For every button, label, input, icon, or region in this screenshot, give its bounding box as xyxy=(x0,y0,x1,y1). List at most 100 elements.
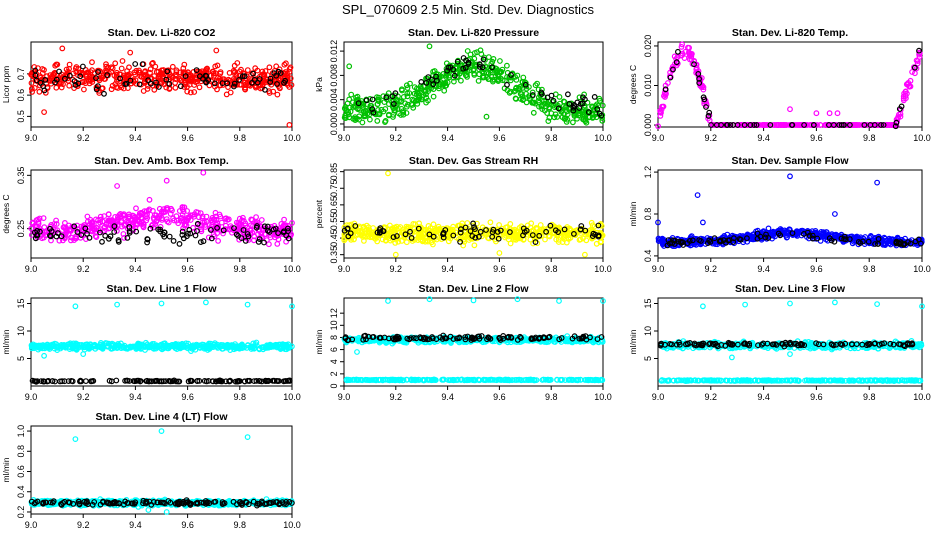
data-point xyxy=(813,110,820,117)
y-axis-label: ml/min xyxy=(1,329,11,354)
x-tick-label: 10.0 xyxy=(594,264,612,274)
data-point xyxy=(426,43,433,50)
data-point xyxy=(464,48,471,54)
chart-title: Stan. Dev. Gas Stream RH xyxy=(409,155,538,167)
x-tick-label: 9.0 xyxy=(338,133,351,143)
data-point xyxy=(76,70,83,77)
x-tick-label: 9.8 xyxy=(545,392,558,402)
data-point xyxy=(108,86,115,93)
data-point xyxy=(832,211,838,217)
x-tick-label: 9.6 xyxy=(493,264,506,274)
data-point xyxy=(102,232,109,239)
data-point xyxy=(834,110,841,117)
data-point xyxy=(149,60,156,66)
series-2 xyxy=(32,61,289,97)
data-point xyxy=(172,79,179,86)
data-point xyxy=(173,72,180,79)
data-point xyxy=(219,80,226,86)
y-tick-label: 0.65 xyxy=(329,196,339,214)
y-tick-label: 5 xyxy=(16,356,26,361)
data-point xyxy=(96,75,102,82)
data-point xyxy=(274,81,280,87)
x-tick-label: 10.0 xyxy=(913,264,931,274)
data-point xyxy=(277,85,283,92)
x-tick-label: 10.0 xyxy=(913,133,931,143)
y-tick-label: 0.004 xyxy=(329,88,339,111)
data-point xyxy=(93,75,99,81)
data-point xyxy=(241,73,248,80)
x-tick-label: 9.0 xyxy=(25,392,38,402)
x-tick-label: 10.0 xyxy=(283,264,301,274)
data-point xyxy=(430,93,437,100)
data-point xyxy=(127,49,134,56)
data-point xyxy=(196,73,203,80)
series-1 xyxy=(341,47,606,126)
data-point xyxy=(441,87,448,94)
y-tick-label: 0.000 xyxy=(643,114,653,137)
data-point xyxy=(155,84,162,90)
data-point xyxy=(530,109,537,116)
data-point xyxy=(267,75,274,82)
data-point xyxy=(93,86,100,93)
x-tick-label: 9.6 xyxy=(493,133,506,143)
x-tick-label: 10.0 xyxy=(594,133,612,143)
data-point xyxy=(119,58,126,64)
x-tick-label: 9.2 xyxy=(390,264,403,274)
data-point xyxy=(118,84,125,91)
data-point xyxy=(172,84,179,91)
x-tick-label: 9.6 xyxy=(181,264,194,274)
data-point xyxy=(89,59,95,66)
x-tick-label: 9.0 xyxy=(338,392,351,402)
y-tick-label: 12 xyxy=(329,308,339,318)
x-tick-label: 9.8 xyxy=(863,133,876,143)
data-point xyxy=(570,119,576,126)
data-point xyxy=(122,81,129,87)
data-point xyxy=(523,99,530,106)
data-point xyxy=(158,300,165,307)
data-point xyxy=(826,110,833,117)
data-point xyxy=(182,73,189,79)
y-tick-label: 2 xyxy=(329,371,339,376)
x-tick-label: 9.0 xyxy=(652,264,665,274)
data-point xyxy=(136,81,143,88)
data-point xyxy=(163,76,170,83)
data-point xyxy=(147,69,153,76)
data-point xyxy=(407,80,413,87)
data-point xyxy=(282,77,289,84)
data-point xyxy=(186,81,193,88)
data-point xyxy=(507,220,514,227)
data-point xyxy=(145,77,152,84)
data-point xyxy=(544,110,550,116)
data-point xyxy=(98,75,105,81)
data-point xyxy=(582,251,588,258)
data-point xyxy=(244,301,251,308)
x-tick-label: 9.2 xyxy=(705,264,718,274)
x-tick-label: 9.6 xyxy=(493,392,506,402)
data-point xyxy=(62,75,68,82)
x-tick-label: 9.6 xyxy=(181,392,194,402)
data-point xyxy=(274,91,281,98)
data-point xyxy=(80,351,87,358)
x-tick-label: 9.2 xyxy=(77,133,90,143)
data-point xyxy=(694,192,701,199)
data-point xyxy=(99,238,105,245)
data-point xyxy=(37,82,43,89)
x-tick-label: 9.8 xyxy=(234,264,247,274)
data-point xyxy=(234,60,241,66)
data-point xyxy=(82,378,89,385)
y-axis-label: ml/min xyxy=(628,201,638,226)
data-point xyxy=(180,65,187,72)
data-point xyxy=(496,250,503,256)
data-point xyxy=(58,84,65,91)
data-point xyxy=(182,70,189,77)
data-point xyxy=(430,221,437,228)
data-point xyxy=(132,71,138,78)
data-point xyxy=(29,88,35,95)
y-tick-label: 4 xyxy=(329,359,339,364)
data-point xyxy=(113,84,120,91)
data-point xyxy=(176,240,183,247)
chart-panel-4: Stan. Dev. Amb. Box Temp.9.0 9.2 9.4 9.6 9.8… xyxy=(1,155,301,274)
data-point xyxy=(93,84,100,91)
data-point xyxy=(90,75,97,81)
data-point xyxy=(200,169,207,176)
